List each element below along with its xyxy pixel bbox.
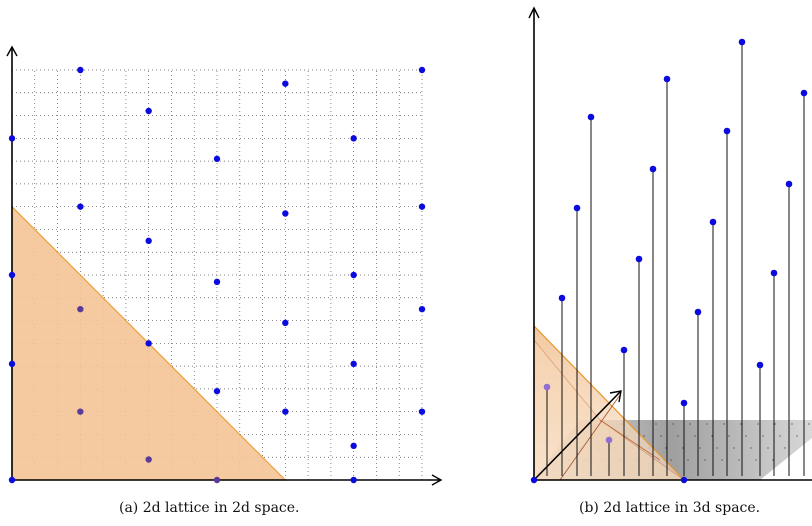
plane-dot <box>694 435 696 437</box>
plane-dot <box>689 423 691 425</box>
lattice-point <box>213 278 221 286</box>
plane-dot <box>704 459 706 461</box>
plane-dot <box>716 447 718 449</box>
plane-dot <box>699 447 701 449</box>
lattice-point <box>350 135 357 142</box>
stem-point <box>635 255 643 263</box>
plane-dot <box>677 435 679 437</box>
plane-dot <box>665 447 667 449</box>
lattice-points-a <box>8 66 426 484</box>
plane-dot <box>808 423 810 425</box>
lattice-point <box>145 340 152 347</box>
plane-dot <box>740 423 742 425</box>
lattice-point <box>418 408 426 415</box>
stem-point <box>738 38 746 46</box>
lattice-point <box>282 408 289 415</box>
plane-dot <box>682 447 684 449</box>
plane-dot <box>687 459 689 461</box>
plane-dot <box>655 423 657 425</box>
lattice-point <box>350 442 357 450</box>
stem-point <box>649 165 657 173</box>
plane-dot <box>750 447 752 449</box>
plane-dot <box>711 435 713 437</box>
lattice-point <box>145 456 152 463</box>
plane-dot <box>757 423 759 425</box>
lattice-point <box>8 271 16 279</box>
base-point <box>680 476 688 484</box>
y-axis-arrow-a <box>6 45 18 57</box>
lattice-stems-b <box>530 38 808 484</box>
stem-point <box>694 308 702 316</box>
lattice-point <box>350 476 357 484</box>
lattice-point <box>418 305 426 313</box>
plane-dot <box>721 459 723 461</box>
lattice-point <box>282 80 289 87</box>
plane-dot <box>723 423 725 425</box>
plane-dot <box>738 459 740 461</box>
caption-b: (b) 2d lattice in 3d space. <box>579 500 761 516</box>
axes-a <box>6 45 443 486</box>
stem-point <box>543 383 551 391</box>
lattice-point <box>145 237 152 245</box>
stem-point <box>723 127 731 135</box>
stem-point <box>800 89 808 97</box>
plane-dot <box>670 459 672 461</box>
lattice-point <box>77 66 84 74</box>
lattice-point <box>77 305 84 313</box>
lattice-point <box>213 476 221 484</box>
caption-a: (a) 2d lattice in 2d space. <box>119 500 300 516</box>
plane-dot <box>706 423 708 425</box>
region-b-edge <box>599 419 661 461</box>
stem-point <box>587 113 595 121</box>
stem-point <box>770 269 778 277</box>
plane-dot <box>733 447 735 449</box>
stem-point <box>605 436 613 444</box>
lattice-point <box>282 319 289 327</box>
plane-dot <box>762 435 764 437</box>
stem-point <box>785 180 793 188</box>
stem-point <box>709 218 717 226</box>
panel-b <box>528 6 812 484</box>
plane-dot <box>772 459 774 461</box>
lattice-point <box>282 210 289 217</box>
plane-dot <box>796 435 798 437</box>
axes-b <box>528 6 812 481</box>
lattice-point <box>8 360 16 368</box>
stem-point <box>756 361 764 369</box>
plane-dot <box>755 459 757 461</box>
lattice-point <box>8 135 16 142</box>
panel-a <box>6 45 443 486</box>
base-point <box>530 476 538 484</box>
plane-dot <box>791 423 793 425</box>
stem-point <box>558 294 566 302</box>
stem-point <box>620 346 628 354</box>
stem-point <box>573 204 581 212</box>
lattice-point <box>77 408 84 415</box>
lattice-point <box>350 271 357 279</box>
plane-dot <box>774 423 776 425</box>
lattice-point <box>213 387 221 395</box>
lattice-point <box>77 203 84 210</box>
lattice-point <box>418 66 426 74</box>
region-b-edge2 <box>559 394 621 481</box>
plane-dot <box>767 447 769 449</box>
lattice-point <box>213 155 221 163</box>
stem-point <box>680 399 688 407</box>
z-axis-arrow-b <box>609 390 622 403</box>
x-axis-arrow-a <box>431 474 443 486</box>
y-axis-arrow-b <box>528 6 540 19</box>
plane-dot <box>728 435 730 437</box>
lattice-point <box>418 203 426 210</box>
plane-dot <box>660 435 662 437</box>
figure-canvas <box>6 6 812 486</box>
plane-dot <box>643 435 645 437</box>
lattice-point <box>145 107 152 115</box>
plane-dot <box>784 447 786 449</box>
lattice-point <box>350 360 357 368</box>
stem-point <box>663 75 671 83</box>
lattice-point <box>8 476 16 484</box>
plane-dot <box>745 435 747 437</box>
plane-dot <box>672 423 674 425</box>
plane-dot <box>779 435 781 437</box>
